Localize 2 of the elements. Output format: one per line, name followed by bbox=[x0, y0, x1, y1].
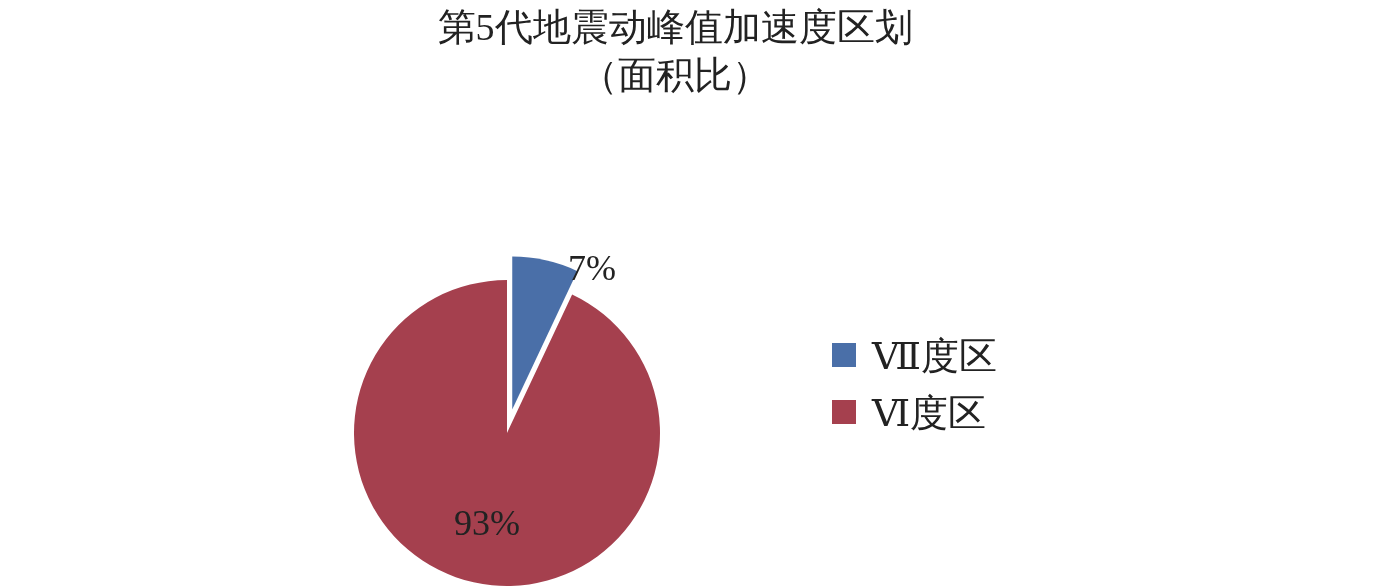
subtitle: （面积比） bbox=[580, 54, 770, 96]
title: 第5代地震动峰值加速度区划 bbox=[437, 6, 913, 48]
